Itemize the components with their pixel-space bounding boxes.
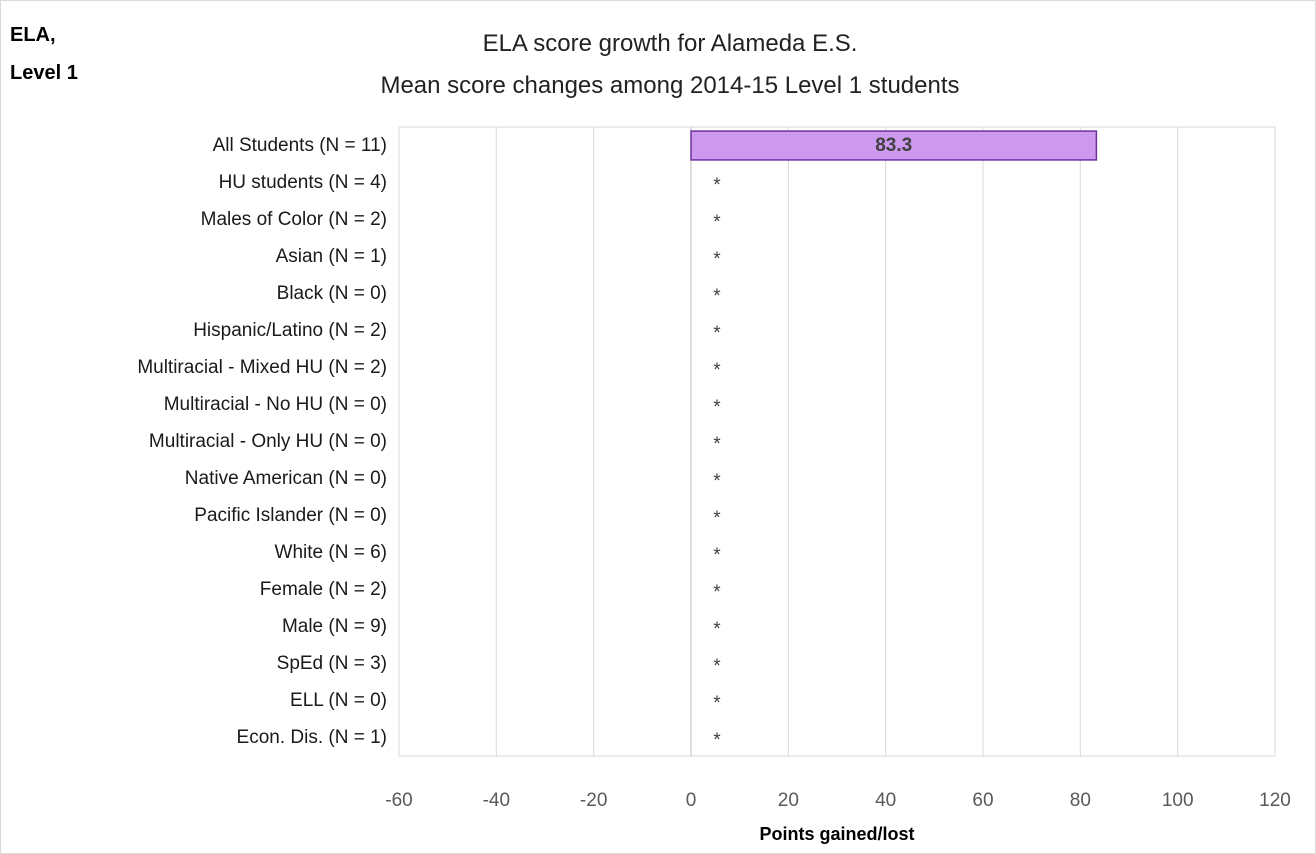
suppressed-data-label: * bbox=[713, 471, 721, 492]
category-label: White (N = 6) bbox=[275, 542, 387, 563]
suppressed-data-label: * bbox=[713, 693, 721, 714]
x-tick-label: -60 bbox=[385, 790, 412, 811]
suppressed-data-label: * bbox=[713, 434, 721, 455]
plot-area-border bbox=[398, 126, 1276, 757]
category-label: Pacific Islander (N = 0) bbox=[194, 505, 387, 526]
category-label: Multiracial - Mixed HU (N = 2) bbox=[137, 357, 387, 378]
bars: 83.3 * * * * * * * * * * * * * * * * bbox=[690, 130, 1098, 751]
suppressed-data-label: * bbox=[713, 175, 721, 196]
x-tick-label: 20 bbox=[778, 790, 799, 811]
x-tick-label: 60 bbox=[972, 790, 993, 811]
x-tick-label: 120 bbox=[1259, 790, 1291, 811]
x-tick-label: 40 bbox=[875, 790, 896, 811]
suppressed-data-label: * bbox=[713, 323, 721, 344]
suppressed-data-label: * bbox=[713, 545, 721, 566]
category-label: All Students (N = 11) bbox=[213, 135, 387, 156]
category-label: Female (N = 2) bbox=[260, 579, 387, 600]
category-label: Multiracial - No HU (N = 0) bbox=[164, 394, 387, 415]
x-tick-label: 100 bbox=[1162, 790, 1194, 811]
x-axis-title: Points gained/lost bbox=[759, 824, 914, 844]
category-labels: All Students (N = 11) HU students (N = 4)… bbox=[137, 135, 387, 748]
category-label: SpEd (N = 3) bbox=[277, 653, 387, 674]
x-tick-label: -40 bbox=[483, 790, 510, 811]
category-label: Asian (N = 1) bbox=[276, 246, 387, 267]
category-label: Econ. Dis. (N = 1) bbox=[237, 727, 387, 748]
bar bbox=[690, 130, 1098, 161]
category-label: ELL (N = 0) bbox=[290, 690, 387, 711]
x-tick-label: 80 bbox=[1070, 790, 1091, 811]
suppressed-data-label: * bbox=[713, 212, 721, 233]
suppressed-data-label: * bbox=[713, 286, 721, 307]
suppressed-data-label: * bbox=[713, 619, 721, 640]
suppressed-data-label: * bbox=[713, 730, 721, 751]
category-label: Multiracial - Only HU (N = 0) bbox=[149, 431, 387, 452]
category-label: Black (N = 0) bbox=[277, 283, 387, 304]
suppressed-data-label: * bbox=[713, 582, 721, 603]
suppressed-data-label: * bbox=[713, 360, 721, 381]
suppressed-data-label: * bbox=[713, 508, 721, 529]
category-label: Native American (N = 0) bbox=[185, 468, 387, 489]
x-tick-label: 0 bbox=[686, 790, 697, 811]
x-tick-labels: -60 -40 -20 0 20 40 60 80 100 120 bbox=[385, 790, 1291, 811]
suppressed-data-label: * bbox=[713, 249, 721, 270]
suppressed-data-label: * bbox=[713, 397, 721, 418]
category-label: Male (N = 9) bbox=[282, 616, 387, 637]
category-label: Males of Color (N = 2) bbox=[201, 209, 387, 230]
subject-level-label: ELA, Level 1 bbox=[10, 24, 78, 84]
category-label: HU students (N = 4) bbox=[219, 172, 387, 193]
category-label: Hispanic/Latino (N = 2) bbox=[193, 320, 387, 341]
gridlines bbox=[398, 126, 1276, 757]
data-label: 83.3 bbox=[875, 135, 912, 156]
suppressed-data-label: * bbox=[713, 656, 721, 677]
chart-title: ELA score growth for Alameda E.S. bbox=[482, 30, 858, 57]
x-tick-label: -20 bbox=[580, 790, 607, 811]
chart-subtitle: Mean score changes among 2014-15 Level 1… bbox=[380, 72, 960, 99]
